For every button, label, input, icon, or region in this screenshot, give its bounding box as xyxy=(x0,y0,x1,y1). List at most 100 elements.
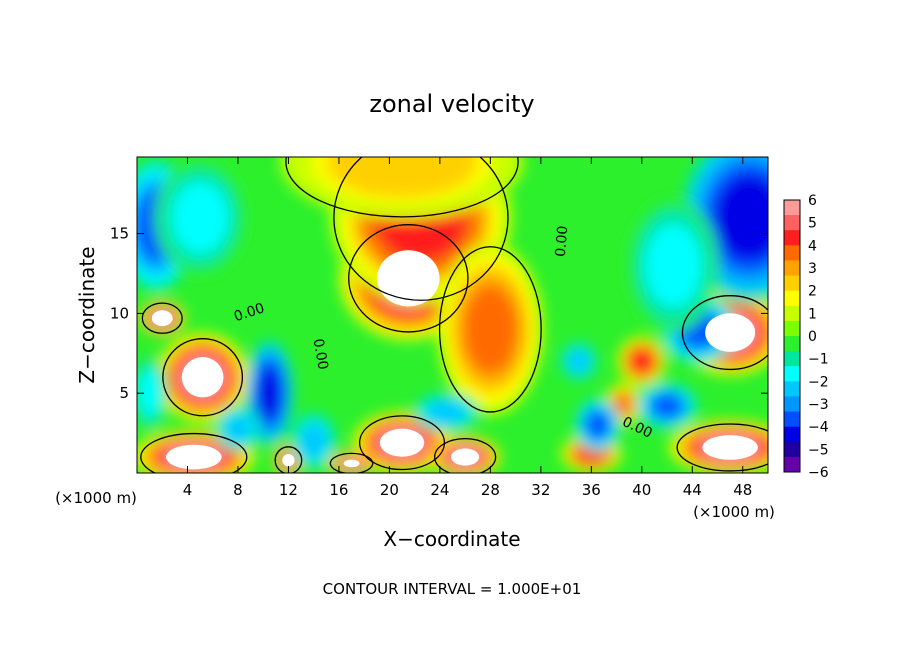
colorbar-swatch xyxy=(784,320,800,337)
colorbar-swatch xyxy=(784,245,800,261)
field-ring xyxy=(429,402,463,422)
x-unit-right: (×1000 m) xyxy=(693,503,775,521)
field-feature-2 xyxy=(437,243,544,416)
zero-contour xyxy=(140,432,248,473)
colorbar-tick-label: −3 xyxy=(808,397,829,413)
zero-contour xyxy=(358,415,446,471)
x-unit-left: (×1000 m) xyxy=(55,489,137,507)
colorbar-tick-label: −5 xyxy=(808,442,829,458)
field-feature-20 xyxy=(574,398,621,452)
colorbar-tick-label: 6 xyxy=(808,193,817,209)
field-ring xyxy=(650,232,697,300)
colorbar-swatch xyxy=(784,441,800,458)
x-tick-label: 32 xyxy=(531,481,550,499)
field-feature-15 xyxy=(561,434,622,473)
colorbar-tick-label: 3 xyxy=(808,261,817,277)
colorbar-swatch xyxy=(784,305,800,322)
colorbar-swatch xyxy=(784,230,800,246)
x-axis: 4 8 12 16 20 24 28 32 36 40 44 48 xyxy=(183,157,752,499)
y-axis-label: Z−coordinate xyxy=(75,246,99,383)
colorbar-tick-label: 4 xyxy=(808,238,817,254)
colorbar-tick-label: −6 xyxy=(808,465,829,481)
field-ring xyxy=(613,393,632,415)
field-feature-26 xyxy=(215,405,261,452)
zero-contour xyxy=(676,423,768,472)
colorbar-swatch xyxy=(784,411,800,428)
field-ring xyxy=(569,351,588,371)
contour-label: 0.00 xyxy=(310,337,331,370)
field-feature-24 xyxy=(412,393,480,432)
field-feature-3 xyxy=(280,157,524,220)
plot-area: 0.000.000.000.00 4 8 12 16 20 24 28 32 36 40 44 48 … xyxy=(110,156,769,499)
colorbar-tick-label: 0 xyxy=(808,329,817,345)
colorbar-swatch xyxy=(784,336,800,352)
colorbar-frame xyxy=(783,199,801,473)
colorbar-swatch xyxy=(784,351,800,367)
field-ring xyxy=(463,286,517,373)
saturated-region xyxy=(166,444,222,470)
colorbar-swatch xyxy=(784,426,800,443)
colorbar-swatch xyxy=(784,215,800,231)
colorbar-swatch xyxy=(784,456,800,473)
field-ring xyxy=(177,188,223,247)
colorbar-tick-label: −2 xyxy=(808,374,829,390)
colorbar-tick-label: 1 xyxy=(808,306,817,322)
colorbar-swatch xyxy=(784,366,800,382)
field-ring xyxy=(341,157,463,191)
saturated-region xyxy=(705,313,756,352)
x-tick-label: 36 xyxy=(582,481,601,499)
field-ring xyxy=(140,374,159,413)
x-tick-label: 16 xyxy=(329,481,348,499)
heatmap-field xyxy=(137,157,768,473)
x-axis-label: X−coordinate xyxy=(383,527,520,551)
saturated-region xyxy=(377,250,440,307)
contour-interval-footer: CONTOUR INTERVAL = 1.000E+01 xyxy=(323,580,582,598)
zero-contour xyxy=(285,157,519,218)
colorbar-tick-label: 5 xyxy=(808,216,817,232)
field-ring xyxy=(651,394,683,418)
colorbar-tick-label: 2 xyxy=(808,284,817,300)
colorbar-swatch xyxy=(784,396,800,413)
zero-contour-lines xyxy=(140,157,768,473)
x-tick-label: 4 xyxy=(183,481,193,499)
zero-contour xyxy=(434,437,497,473)
zero-contour xyxy=(333,157,509,301)
x-tick-label: 40 xyxy=(632,481,651,499)
colorbar-tick-label: −4 xyxy=(808,420,829,436)
field-feature-22 xyxy=(636,382,698,429)
x-tick-label: 12 xyxy=(279,481,298,499)
zero-contour xyxy=(681,295,768,371)
saturated-region xyxy=(151,310,173,327)
field-ring xyxy=(586,411,609,439)
zero-contour xyxy=(162,338,244,417)
zero-contour xyxy=(438,246,542,413)
x-tick-label: 28 xyxy=(481,481,500,499)
x-tick-label: 48 xyxy=(733,481,752,499)
colorbar-swatch xyxy=(784,381,800,397)
chart-title: zonal velocity xyxy=(369,90,534,118)
plot-frame xyxy=(136,156,769,474)
saturated-region xyxy=(702,435,758,460)
field-feature-21 xyxy=(560,342,597,381)
saturated-region xyxy=(343,459,360,468)
saturated-region xyxy=(451,448,480,466)
y-tick-label: 10 xyxy=(110,304,129,322)
colorbar-swatch xyxy=(784,290,800,307)
x-tick-label: 20 xyxy=(380,481,399,499)
field-feature-14 xyxy=(617,336,667,387)
colorbar-swatch xyxy=(784,260,800,277)
zero-contour xyxy=(329,452,374,473)
saturated-region xyxy=(282,454,295,467)
field-ring xyxy=(257,366,282,421)
y-tick-label: 15 xyxy=(110,225,129,243)
field-ring xyxy=(302,426,326,456)
y-tick-label: 5 xyxy=(119,384,129,402)
x-tick-label: 8 xyxy=(233,481,243,499)
y-axis: 5 10 15 xyxy=(110,225,768,402)
field-feature-27 xyxy=(137,354,168,432)
zero-contour xyxy=(274,446,303,473)
field-ring xyxy=(629,348,654,374)
zero-contour xyxy=(141,302,183,334)
field-feature-19 xyxy=(154,160,246,276)
